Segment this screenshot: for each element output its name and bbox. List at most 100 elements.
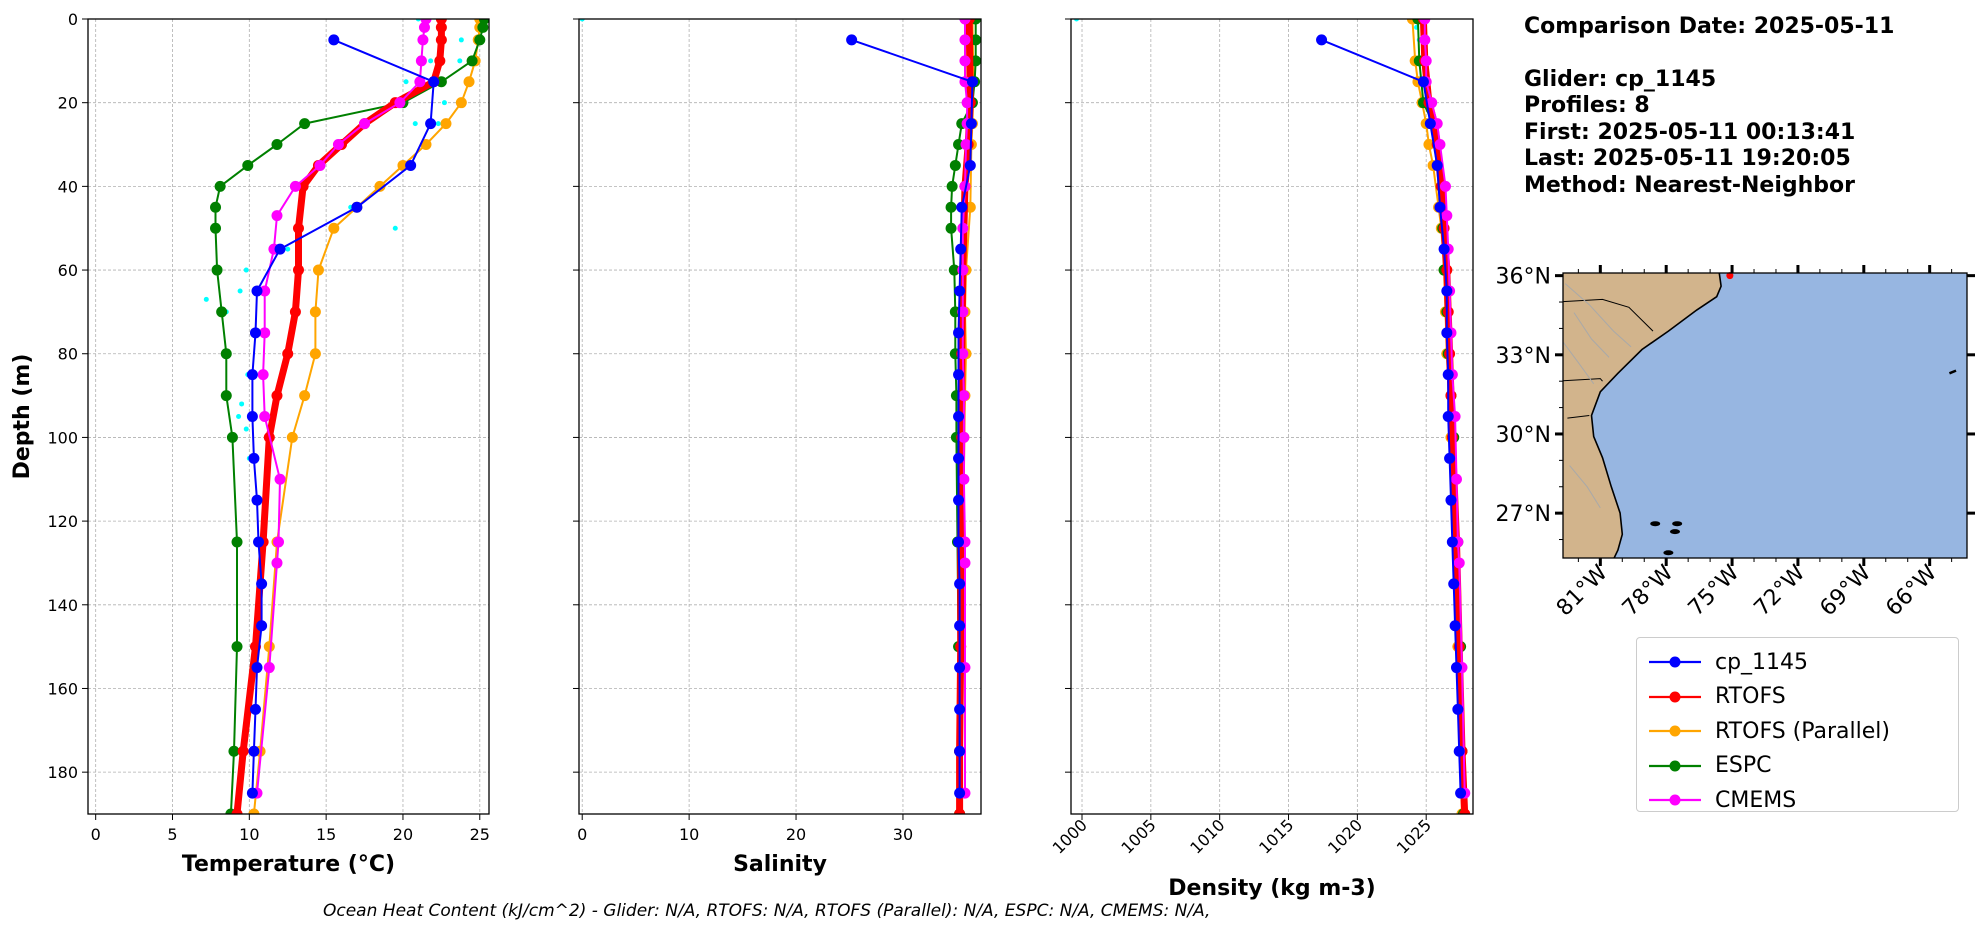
temperature-raw-point xyxy=(239,401,245,407)
salinity-point-cmems xyxy=(959,180,971,192)
temperature-point-espc xyxy=(210,222,222,234)
temperature-point-espc xyxy=(271,139,283,151)
temperature-point-rtofs-parallel xyxy=(309,306,321,318)
salinity-point-cp-1145 xyxy=(953,536,965,548)
temperature-point-cp-1145 xyxy=(246,787,258,799)
temperature-point-cmems xyxy=(359,118,371,130)
map-island xyxy=(1663,550,1674,556)
temperature-point-espc xyxy=(474,34,486,46)
salinity-x-tick-label: 10 xyxy=(679,825,699,844)
salinity-point-cp-1145 xyxy=(953,327,965,339)
temperature-point-cp-1145 xyxy=(246,369,258,381)
density-point-cp-1145 xyxy=(1455,787,1467,799)
legend-item: RTOFS (Parallel) xyxy=(1647,716,1890,746)
temperature-series-cmems xyxy=(251,19,432,799)
density-point-cmems xyxy=(1439,180,1451,192)
salinity-point-cmems xyxy=(957,222,969,234)
salinity-series-cp-1145 xyxy=(846,34,978,799)
salinity-point-cp-1145 xyxy=(954,620,966,632)
depth-tick-label: 160 xyxy=(47,679,78,698)
temperature-point-cp-1145 xyxy=(351,201,363,213)
density-point-cmems xyxy=(1453,557,1465,569)
map-island xyxy=(1948,369,1957,375)
map-lat-label: 36°N xyxy=(1496,265,1551,290)
temperature-line-rtofs-parallel xyxy=(252,19,481,814)
temperature-point-cmems xyxy=(271,557,283,569)
salinity-point-cp-1145 xyxy=(955,243,967,255)
temperature-point-cmems xyxy=(414,76,426,88)
temperature-point-cp-1145 xyxy=(405,159,417,171)
legend-item: CMEMS xyxy=(1647,785,1796,815)
salinity-point-cp-1145 xyxy=(954,787,966,799)
salinity-point-cmems xyxy=(958,473,970,485)
temperature-raw-point xyxy=(435,121,441,127)
glider-name: Glider: cp_1145 xyxy=(1524,66,1717,92)
temperature-x-tick-label: 10 xyxy=(239,825,259,844)
temperature-point-rtofs xyxy=(237,745,249,757)
depth-tick-label: 0 xyxy=(68,10,78,29)
density-point-rtofs xyxy=(1441,264,1453,276)
temperature-point-cmems xyxy=(394,97,406,109)
temperature-point-espc xyxy=(228,745,240,757)
temperature-point-cp-1145 xyxy=(425,118,437,130)
temperature-point-cmems xyxy=(417,34,429,46)
temperature-x-tick-label: 0 xyxy=(91,825,101,844)
last-profile-time: Last: 2025-05-11 19:20:05 xyxy=(1524,146,1851,171)
density-point-cp-1145 xyxy=(1450,662,1462,674)
temperature-point-cmems xyxy=(289,180,301,192)
salinity-point-cp-1145 xyxy=(964,159,976,171)
temperature-point-espc xyxy=(220,348,232,360)
temperature-point-cmems xyxy=(257,369,269,381)
legend-label: cp_1145 xyxy=(1715,649,1809,675)
density-point-cp-1145 xyxy=(1452,703,1464,715)
density-x-tick-label: 1020 xyxy=(1324,815,1366,857)
temperature-point-cmems xyxy=(314,159,326,171)
temperature-point-rtofs-parallel xyxy=(420,139,432,151)
temperature-raw-point xyxy=(412,121,418,127)
temperature-point-cmems xyxy=(415,55,427,67)
temperature-x-tick-label: 25 xyxy=(470,825,490,844)
temperature-point-espc xyxy=(220,390,232,402)
temperature-raw-point xyxy=(203,296,209,302)
salinity-point-cmems xyxy=(961,97,973,109)
legend-swatch xyxy=(1649,760,1701,771)
legend-label: RTOFS xyxy=(1715,684,1786,709)
temperature-point-cp-1145 xyxy=(246,411,258,422)
temperature-point-rtofs-parallel xyxy=(263,641,275,653)
temperature-point-rtofs-parallel xyxy=(463,76,475,88)
density-series-cp-1145-raw xyxy=(1074,19,1424,64)
map-river xyxy=(1569,465,1601,509)
temperature-point-cp-1145 xyxy=(253,536,265,548)
map-river xyxy=(1573,312,1610,358)
density-x-tick-label: 1015 xyxy=(1255,815,1297,857)
temperature-point-rtofs-parallel xyxy=(455,97,467,109)
temperature-point-cmems xyxy=(263,662,275,674)
map-lon-label: 81°W xyxy=(1552,560,1613,621)
density-x-tick-label: 1000 xyxy=(1049,815,1091,857)
temperature-point-cmems xyxy=(332,139,344,151)
map-border xyxy=(1563,298,1654,332)
temperature-point-espc xyxy=(231,536,243,548)
salinity-panel: 0 10 20 30 Salinity xyxy=(573,18,982,877)
temperature-point-rtofs xyxy=(271,390,283,402)
temperature-point-espc xyxy=(216,306,228,318)
map-lon-label: 66°W xyxy=(1881,560,1942,621)
temperature-point-espc xyxy=(210,201,222,213)
legend: cp_1145 RTOFS RTOFS (Parallel) ESPC CMEMS xyxy=(1636,637,1959,815)
temperature-raw-point xyxy=(243,426,249,432)
salinity-point-espc xyxy=(945,201,957,213)
density-point-cp-1145 xyxy=(1446,536,1458,548)
density-point-cp-1145 xyxy=(1424,118,1436,130)
map-island xyxy=(1669,529,1680,535)
depth-tick-label: 20 xyxy=(58,94,78,113)
comparison-date: Comparison Date: 2025-05-11 xyxy=(1524,14,1895,39)
temperature-gridlines xyxy=(88,18,489,814)
map-island xyxy=(1677,561,1687,566)
salinity-point-cmems xyxy=(959,557,971,569)
ocean-heat-content-note: Ocean Heat Content (kJ/cm^2) - Glider: N… xyxy=(323,901,1211,921)
temperature-point-rtofs-parallel xyxy=(312,264,324,276)
temperature-point-cp-1145 xyxy=(249,327,261,339)
salinity-point-cmems xyxy=(957,264,969,276)
density-point-cp-1145 xyxy=(1441,285,1453,297)
map-island xyxy=(1650,521,1661,527)
